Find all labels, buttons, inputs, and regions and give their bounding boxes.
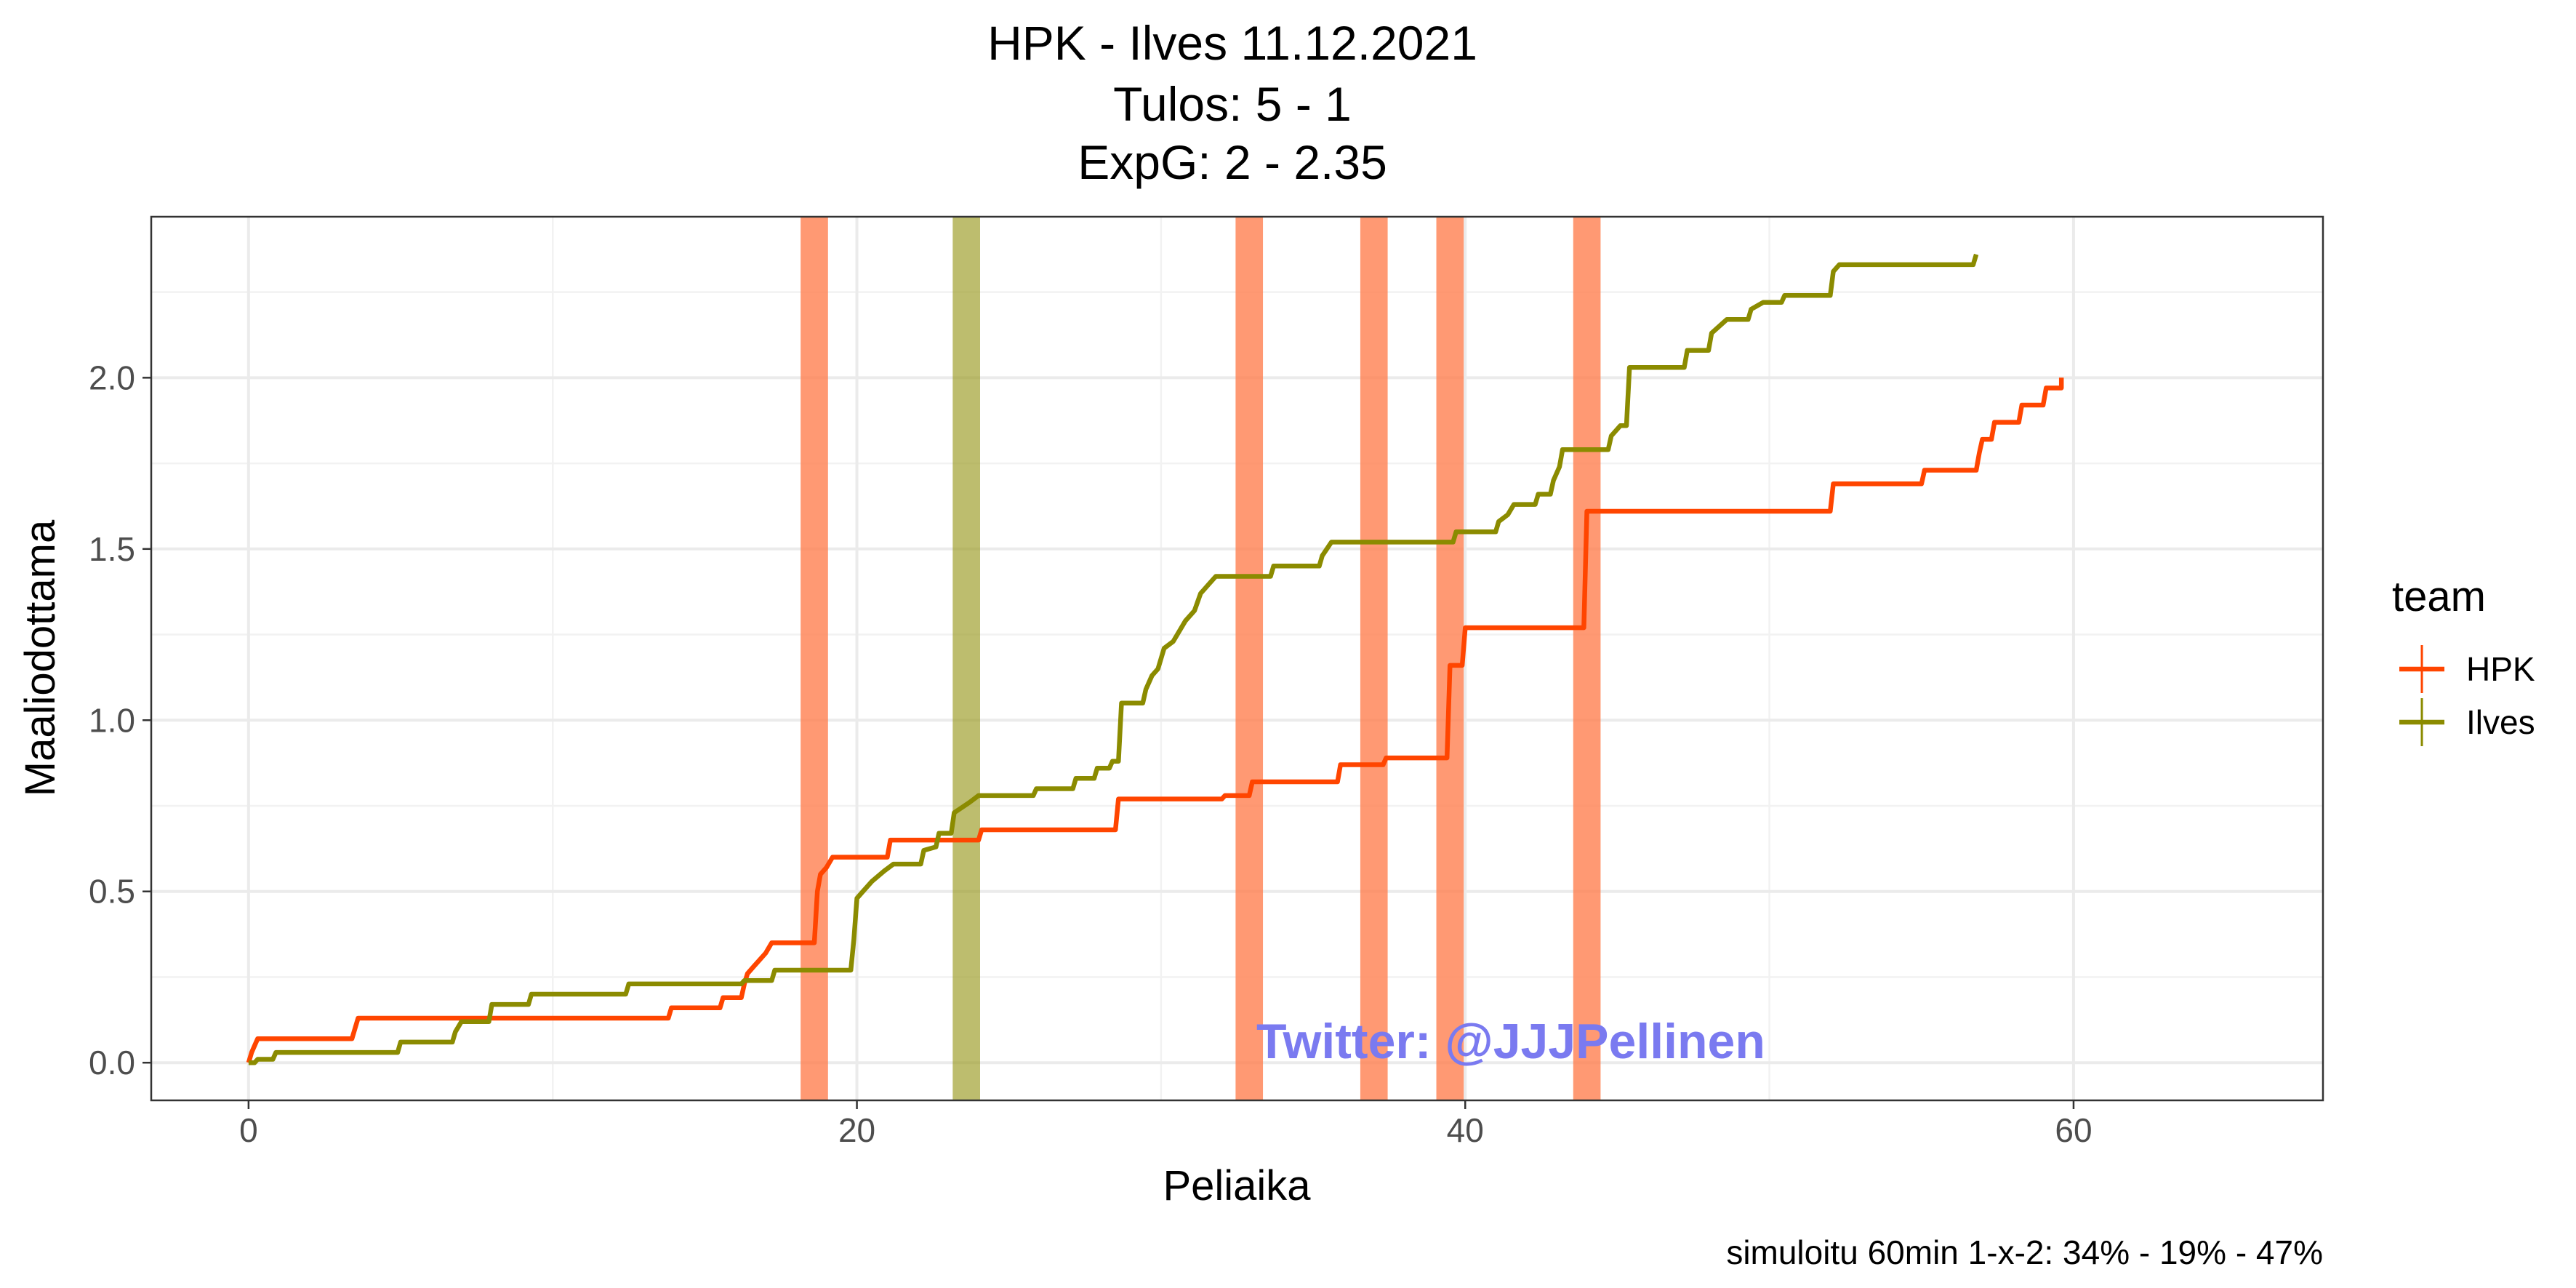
legend-title: team: [2392, 573, 2486, 620]
y-tick-label: 0.0: [89, 1044, 135, 1081]
y-tick-label: 1.0: [89, 701, 135, 739]
y-axis: 0.0 0.5 1.0 1.5 2.0: [89, 359, 151, 1081]
chart-title-line-2: Tulos: 5 - 1: [1113, 77, 1352, 131]
y-tick-label: 2.0: [89, 359, 135, 396]
x-tick-label: 0: [239, 1111, 258, 1149]
x-tick-label: 40: [1447, 1111, 1484, 1149]
panel-border: [150, 215, 2324, 1102]
goal-band-hpk: [1436, 217, 1464, 1100]
chart-title-line-3: ExpG: 2 - 2.35: [1078, 135, 1387, 189]
caption: simuloitu 60min 1-x-2: 34% - 19% - 47%: [1726, 1233, 2323, 1271]
x-tick-label: 20: [838, 1111, 875, 1149]
goal-band-hpk: [1573, 217, 1601, 1100]
watermark: Twitter: @JJJPellinen: [1256, 1014, 1765, 1069]
legend-item-hpk: HPK: [2399, 645, 2535, 693]
y-tick-label: 0.5: [89, 873, 135, 911]
goal-band-ilves: [952, 217, 980, 1100]
goal-band-hpk: [1235, 217, 1264, 1100]
series-line-ilves: [248, 253, 1979, 1065]
legend-item-ilves: Ilves: [2399, 698, 2535, 746]
y-axis-title: Maaliodottama: [17, 519, 64, 796]
x-tick-label: 60: [2055, 1111, 2092, 1149]
series-line-hpk: [246, 377, 2064, 1064]
y-tick-label: 1.5: [89, 530, 135, 568]
plot-panel: Twitter: @JJJPellinen: [150, 215, 2324, 1102]
x-axis-title: Peliaika: [1163, 1162, 1311, 1209]
goal-bands: [801, 217, 1601, 1100]
series-lines: [246, 253, 2064, 1065]
legend-label: HPK: [2466, 650, 2535, 688]
legend: team HPK Ilves: [2392, 573, 2535, 746]
legend-label: Ilves: [2466, 703, 2535, 741]
x-axis: 0 20 40 60: [239, 1100, 2093, 1149]
goal-band-hpk: [801, 217, 828, 1100]
chart-title-line-1: HPK - Ilves 11.12.2021: [987, 16, 1477, 70]
goal-band-hpk: [1360, 217, 1388, 1100]
